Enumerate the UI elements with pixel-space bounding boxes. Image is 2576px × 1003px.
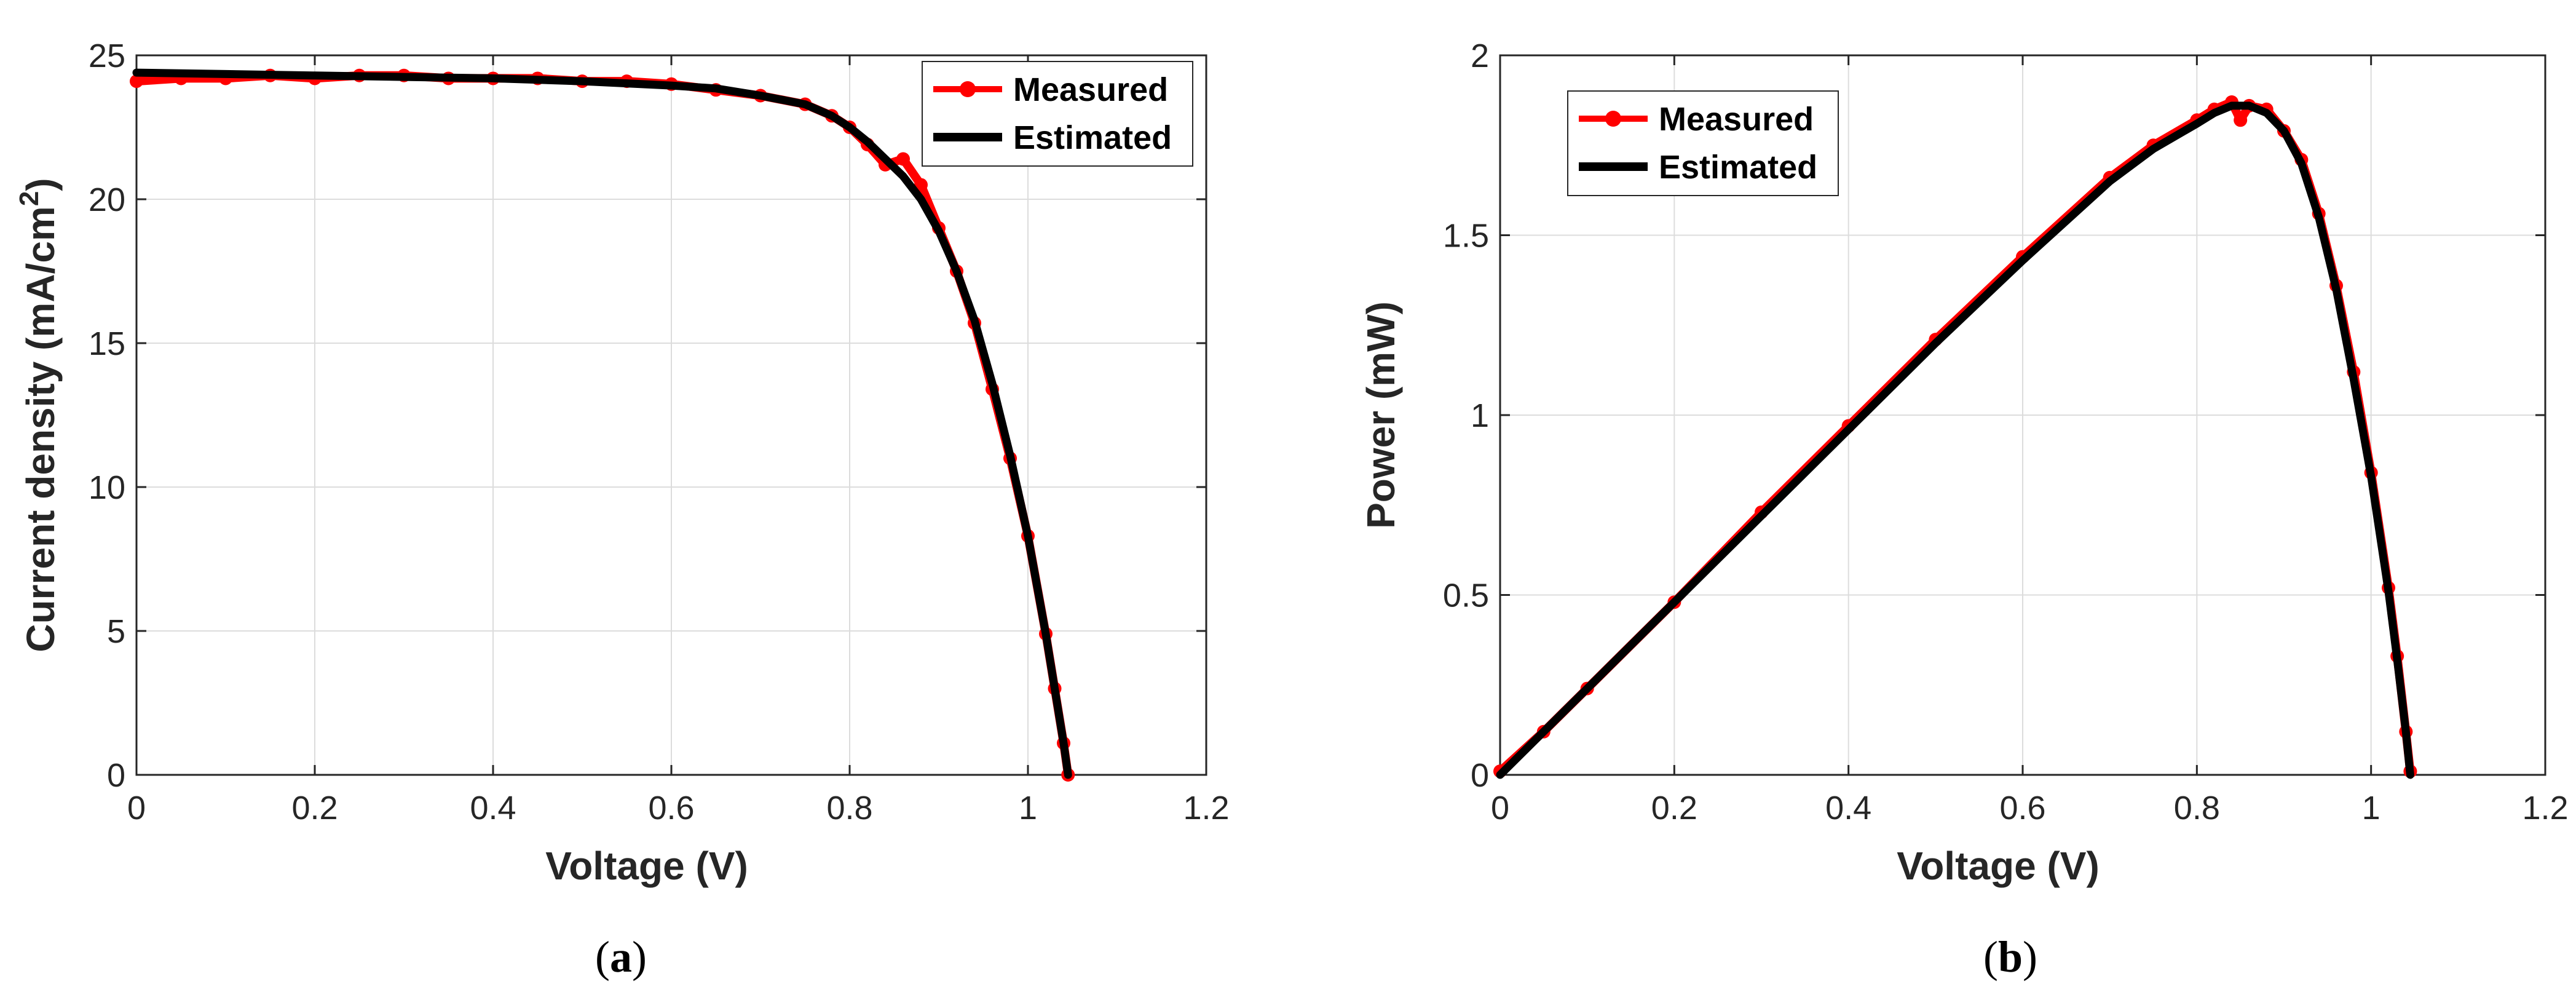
legend-box: [922, 61, 1193, 167]
legend-label-measured: Measured: [1659, 101, 1814, 138]
x-tick-label: 1.2: [2522, 790, 2568, 827]
y-axis-label: Current density (mA/cm2): [14, 178, 63, 652]
data-point-measured: [2234, 113, 2248, 127]
y-tick-label: 0: [1471, 757, 1489, 794]
legend-marker-measured: [960, 81, 976, 97]
y-tick-label: 10: [89, 469, 125, 506]
y-tick-label: 15: [89, 325, 125, 362]
legend-marker-measured: [1605, 111, 1621, 127]
chart-panel-b: 0 0.2 0.4 0.6 0.8 1 1.2 0 0.5 1 1.5 2 Voltage (V) Pow…: [1359, 38, 2569, 888]
series-line-estimated: [1496, 101, 2414, 779]
caption-open: (: [1983, 932, 1998, 981]
legend-box: [1567, 90, 1839, 196]
panel-caption-a: (a): [595, 932, 647, 981]
y-tick-label: 5: [107, 613, 125, 650]
y-tick-label: 1.5: [1443, 218, 1489, 255]
legend: Measured Estimated: [1567, 90, 1839, 196]
series-line-estimated: [132, 68, 1072, 779]
caption-close: ): [2023, 932, 2037, 981]
panel-caption-b: (b): [1983, 932, 2037, 981]
x-tick-label: 0: [127, 790, 146, 827]
chart-panel-a: 0 0.2 0.4 0.6 0.8 1 1.2 0 5 10 15 20 25 Voltage (V) Cu…: [14, 38, 1230, 888]
data-point-measured: [130, 74, 143, 89]
x-tick-label: 0.8: [826, 790, 872, 827]
x-axis-label: Voltage (V): [1897, 844, 2100, 888]
y-axis-label-superscript: 2: [14, 191, 44, 206]
y-tick-label: 0: [107, 757, 125, 794]
data-point-measured: [896, 152, 910, 166]
x-tick-label: 0.6: [1999, 790, 2045, 827]
x-tick-label: 1: [2362, 790, 2380, 827]
legend-label-estimated: Estimated: [1013, 119, 1172, 156]
x-axis-label: Voltage (V): [545, 844, 748, 888]
x-tick-label: 0.6: [648, 790, 694, 827]
caption-open: (: [595, 932, 610, 981]
caption-close: ): [632, 932, 647, 981]
x-tick-label: 0.8: [2174, 790, 2220, 827]
x-tick-label: 0.2: [1651, 790, 1697, 827]
y-tick-label: 25: [89, 38, 125, 74]
y-axis-label-close: ): [18, 178, 63, 191]
legend-label-estimated: Estimated: [1659, 149, 1817, 186]
data-point-measured: [914, 178, 928, 192]
x-tick-label: 1.2: [1183, 790, 1229, 827]
caption-letter: b: [1998, 932, 2023, 981]
x-tick-label: 1: [1019, 790, 1037, 827]
legend: Measured Estimated: [922, 61, 1193, 167]
legend-label-measured: Measured: [1013, 71, 1168, 108]
x-tick-label: 0: [1491, 790, 1509, 827]
x-tick-label: 0.2: [291, 790, 338, 827]
y-tick-label: 20: [89, 181, 125, 218]
y-tick-label: 0.5: [1443, 577, 1489, 614]
x-tick-label: 0.4: [1825, 790, 1871, 827]
x-tick-label: 0.4: [470, 790, 516, 827]
y-tick-label: 1: [1471, 397, 1489, 434]
caption-letter: a: [610, 932, 632, 981]
y-tick-label: 2: [1471, 38, 1489, 74]
y-axis-label: Power (mW): [1359, 301, 1403, 529]
y-axis-label-text: Current density (mA/cm: [18, 206, 63, 652]
